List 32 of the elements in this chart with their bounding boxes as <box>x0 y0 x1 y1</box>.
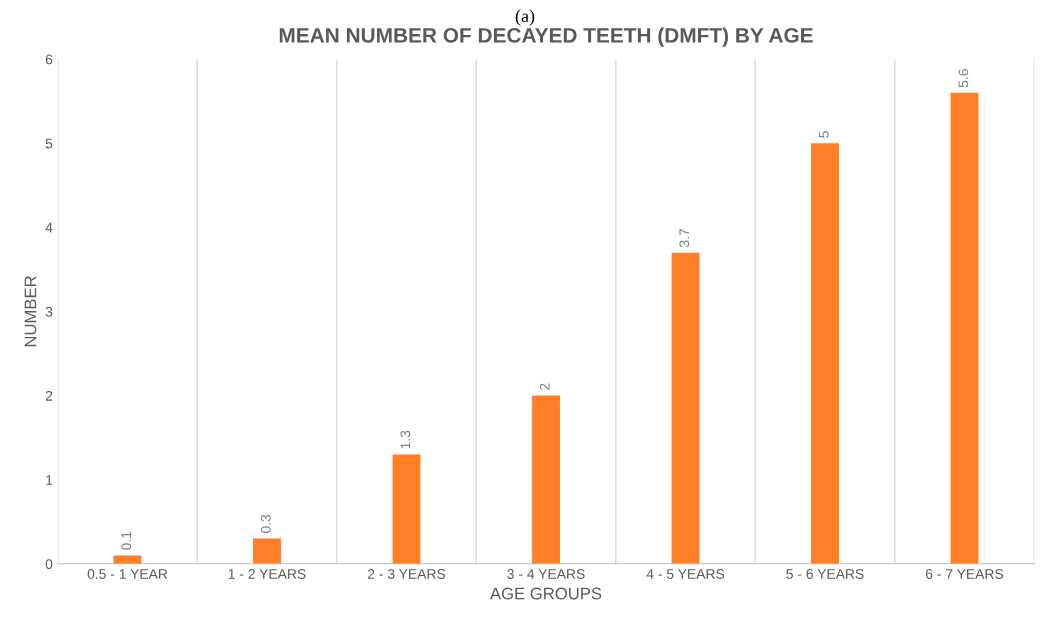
x-tick-label: 0.5 - 1 YEAR <box>87 569 168 579</box>
data-label: 5 <box>819 131 829 138</box>
chart-title: MEAN NUMBER OF DECAYED TEETH (DMFT) BY AGE <box>279 27 813 47</box>
bar <box>671 252 700 564</box>
bar <box>253 538 281 564</box>
data-label: 0.1 <box>121 531 132 550</box>
data-label: 1.3 <box>400 430 411 449</box>
bar <box>113 555 142 564</box>
bar <box>392 454 421 564</box>
y-tick-label: 5 <box>45 138 53 149</box>
text: (a) <box>515 9 535 26</box>
data-label: 3.7 <box>679 228 690 248</box>
y-tick-label: 1 <box>46 475 53 485</box>
data-label: 2 <box>539 383 550 390</box>
x-axis-title: AGE GROUPS <box>490 587 602 600</box>
y-tick-label: 6 <box>45 54 53 65</box>
x-tick-label: 4 - 5 YEARS <box>646 569 725 579</box>
bar <box>532 395 560 564</box>
x-tick-label: 1 - 2 YEARS <box>228 569 306 579</box>
y-tick-label: 3 <box>45 306 53 317</box>
x-tick-label: 5 - 6 YEARS <box>786 569 864 579</box>
y-tick-label: 0 <box>45 559 53 569</box>
y-axis-title: NUMBER <box>24 276 37 347</box>
y-tick-label: 2 <box>45 390 53 401</box>
data-label: 0.3 <box>260 514 271 533</box>
x-tick-label: 3 - 4 YEARS <box>507 569 585 579</box>
bar <box>950 92 979 564</box>
y-tick-label: 4 <box>45 222 53 233</box>
x-tick-label: 6 - 7 YEARS <box>925 569 1004 579</box>
x-tick-label: 2 - 3 YEARS <box>367 569 446 579</box>
data-label: 5.6 <box>958 69 969 88</box>
bar <box>811 143 839 564</box>
